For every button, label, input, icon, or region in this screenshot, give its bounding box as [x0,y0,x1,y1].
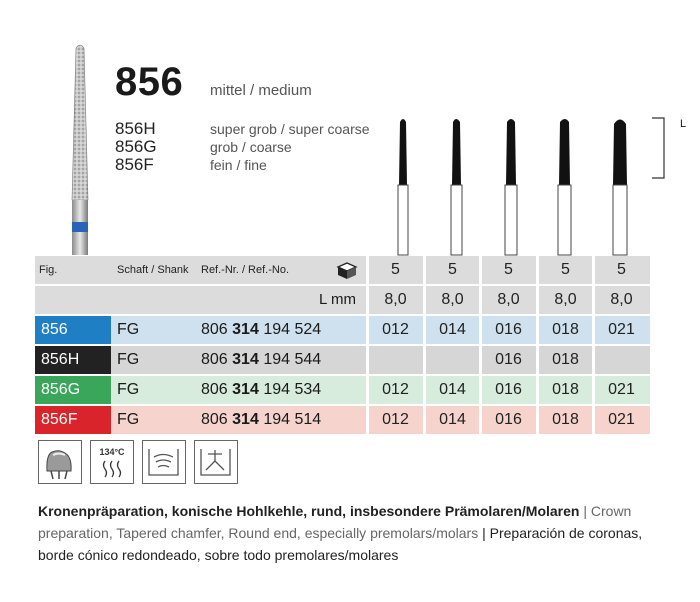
ref-part-bold: 314 [232,381,259,398]
size-value: 016 [495,321,522,338]
size-value: 016 [495,411,522,428]
size-value: 018 [552,411,579,428]
size-value [595,346,648,374]
fig-label: 856F [41,411,78,428]
fig-badge: 856G [35,376,111,404]
ref-number: 806 314 194 544 [201,346,321,374]
description-es: Preparación de coronas, borde cónico red… [38,525,643,563]
table-row: 856H FG 806 314 194 544 016 018 [35,346,650,374]
size-value: 021 [608,411,635,428]
size-value [369,346,422,374]
shank-value: FG [117,321,140,338]
ref-part: 806 [201,321,228,338]
ref-part: 194 544 [263,351,322,368]
fig-label: 856H [41,351,80,368]
length-value: 8,0 [441,291,464,308]
variant-desc: grob / coarse [210,139,292,155]
size-value: 018 [552,321,579,338]
length-value: 8,0 [384,291,407,308]
sterilization-temp-label: 134°C [99,447,125,457]
size-value: 012 [382,321,409,338]
header-ref: Ref.-Nr. / Ref.-No. [201,264,290,276]
pack-value: 5 [448,261,457,278]
autoclave-134c-icon: 134°C [90,440,134,484]
variant-code: 856H [115,119,156,138]
size-value: 012 [382,411,409,428]
disinfection-icon [194,440,238,484]
fig-badge: 856H [35,346,111,374]
size-value: 021 [608,321,635,338]
fig-badge: 856F [35,406,111,434]
usage-description: Kronenpräparation, konische Hohlkehle, r… [38,500,658,566]
length-marker-label: L [680,118,687,130]
shank-value: FG [117,351,140,368]
length-bracket [652,117,665,179]
size-value: 021 [608,381,635,398]
header-fig: Fig. [39,264,58,276]
variant-code: 856G [115,137,157,156]
fig-badge: 856 [35,316,111,344]
ref-part: 194 534 [263,381,322,398]
length-value: 8,0 [497,291,520,308]
pack-value: 5 [617,261,626,278]
length-value: 8,0 [610,291,633,308]
variant-desc: super grob / super coarse [210,121,370,137]
bur-size-021 [612,119,628,256]
size-value: 016 [495,351,522,368]
description-separator: | [579,503,591,519]
shank-value: FG [117,411,140,428]
pack-value: 5 [561,261,570,278]
size-value: 014 [439,321,466,338]
size-value: 014 [439,411,466,428]
ref-part: 194 524 [263,321,322,338]
header-shank: Schaft / Shank [117,264,189,276]
fig-label: 856G [41,381,81,398]
ref-number: 806 314 194 534 [201,376,321,404]
fig-label: 856 [41,321,68,338]
table-row: 856F FG 806 314 194 514 012 014 016 018 … [35,406,650,434]
ref-part: 806 [201,381,228,398]
ref-part-bold: 314 [232,411,259,428]
bur-size-014 [450,119,463,256]
ref-number: 806 314 194 524 [201,316,321,344]
description-en: Crown preparation, Tapered chamfer, Roun… [38,503,632,541]
bur-size-silhouettes [397,119,628,256]
length-row: L mm 8,0 8,0 8,0 8,0 8,0 [35,286,650,314]
pack-value: 5 [391,261,400,278]
variant-desc: fein / fine [210,157,267,173]
ultrasonic-bath-icon [142,440,186,484]
table-row: 856 FG 806 314 194 524 012 014 016 018 0… [35,316,650,344]
size-value: 016 [495,381,522,398]
ref-part-bold: 314 [232,351,259,368]
size-value: 018 [552,381,579,398]
size-value: 014 [439,381,466,398]
ref-part-bold: 314 [232,321,259,338]
bur-size-016 [504,119,518,256]
table-row: 856G FG 806 314 194 534 012 014 016 018 … [35,376,650,404]
bur-size-018 [557,119,572,256]
shank-value: FG [117,381,140,398]
product-number: 856 [115,60,184,104]
ref-part: 806 [201,351,228,368]
variant-code: 856F [115,155,154,174]
ref-number: 806 314 194 514 [201,406,321,434]
pack-value: 5 [504,261,513,278]
diamond-bur-illustration [71,44,89,255]
length-label: L mm [319,291,356,308]
bur-size-012 [397,119,409,256]
length-value: 8,0 [554,291,577,308]
ref-part: 806 [201,411,228,428]
ref-part: 194 514 [263,411,322,428]
variant-desc-list: super grob / super coarse grob / coarse … [210,120,370,174]
variant-list: 856H 856G 856F [115,120,157,174]
package-icon [336,262,358,279]
crown-tooth-icon [38,440,82,484]
description-de: Kronenpräparation, konische Hohlkehle, r… [38,503,580,519]
size-value [426,346,479,374]
size-value: 012 [382,381,409,398]
table-header-row: Fig. Schaft / Shank Ref.-Nr. / Ref.-No. … [35,256,650,284]
grade-medium-label: mittel / medium [210,82,312,99]
description-separator: | [478,525,490,541]
size-value: 018 [552,351,579,368]
